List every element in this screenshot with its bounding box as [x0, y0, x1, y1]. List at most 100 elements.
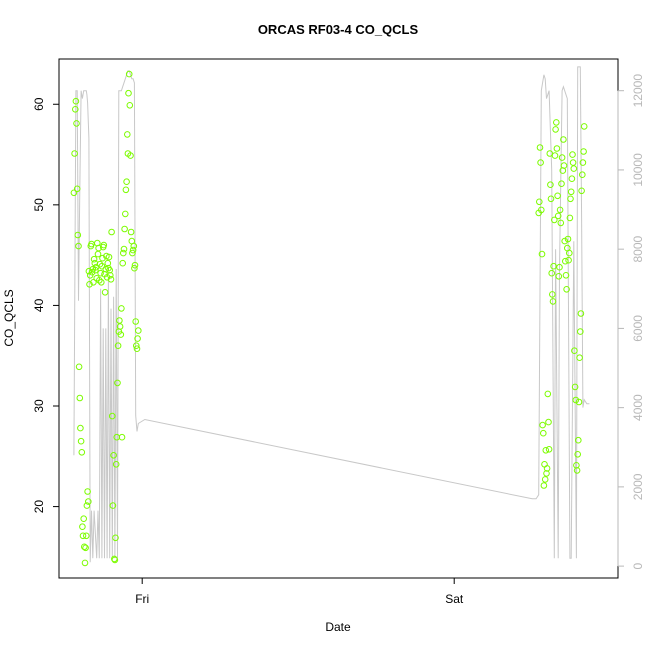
data-point — [86, 281, 93, 288]
data-point — [90, 255, 98, 263]
data-point — [553, 119, 560, 126]
data-point — [72, 106, 79, 113]
data-point — [130, 242, 138, 250]
data-point — [118, 305, 125, 312]
data-point — [75, 363, 83, 371]
data-point — [552, 126, 559, 133]
data-point — [565, 256, 572, 264]
data-point — [125, 89, 132, 97]
data-point — [539, 421, 546, 429]
y-axis-left: 20 30 40 50 60 — [32, 97, 60, 513]
data-point — [124, 131, 131, 138]
data-point — [79, 523, 86, 531]
data-point — [560, 136, 567, 143]
data-point — [549, 298, 557, 305]
data-point — [96, 277, 103, 284]
data-point — [92, 266, 99, 274]
data-point — [83, 532, 90, 540]
data-point — [540, 429, 547, 437]
x-axis-label: Date — [325, 620, 351, 634]
data-point — [74, 231, 82, 239]
data-point — [556, 263, 563, 271]
data-point — [557, 219, 565, 227]
data-point — [105, 253, 113, 261]
data-point — [576, 354, 583, 362]
y-left-tick-label: 50 — [32, 198, 46, 212]
y-axis-label: CO_QCLS — [2, 289, 16, 346]
data-point — [578, 187, 585, 195]
data-point — [116, 323, 124, 330]
data-point — [538, 250, 546, 258]
data-point — [571, 383, 579, 391]
plot-box — [58, 58, 619, 579]
data-point — [558, 154, 566, 161]
data-point — [551, 216, 558, 224]
data-point — [107, 272, 114, 279]
data-point — [573, 467, 581, 474]
data-point — [548, 269, 556, 277]
data-point — [80, 515, 87, 523]
x-axis: Fri Sat — [135, 577, 464, 606]
data-point — [570, 165, 578, 172]
data-point — [71, 150, 78, 157]
data-point — [561, 237, 569, 245]
data-point — [566, 249, 573, 257]
data-point — [107, 276, 115, 283]
data-point — [72, 97, 80, 105]
data-point — [554, 212, 562, 220]
data-point — [545, 418, 552, 426]
data-point — [95, 244, 102, 252]
data-point — [132, 318, 139, 325]
data-point — [579, 171, 586, 178]
data-point — [96, 260, 104, 268]
y-right-tick-label: 4000 — [631, 394, 645, 421]
x-tick-label: Sat — [445, 592, 464, 606]
data-point — [90, 279, 97, 286]
data-point — [547, 195, 555, 203]
data-point — [122, 186, 130, 194]
data-point — [98, 279, 105, 286]
data-point — [542, 447, 550, 454]
data-point — [81, 543, 88, 551]
data-point — [123, 178, 130, 185]
data-point — [104, 259, 112, 267]
data-point — [571, 347, 578, 355]
data-point — [101, 289, 109, 296]
x-tick-label: Fri — [135, 592, 149, 606]
y-left-tick-label: 40 — [32, 298, 46, 312]
data-point — [77, 437, 85, 445]
data-point — [114, 379, 121, 387]
data-point — [567, 188, 575, 196]
data-point — [569, 151, 576, 158]
data-point — [83, 502, 91, 509]
data-point — [109, 412, 116, 420]
data-point — [127, 228, 135, 236]
data-point — [131, 261, 139, 269]
data-point — [562, 272, 570, 279]
data-point — [575, 398, 583, 406]
data-point — [79, 532, 87, 540]
data-point — [129, 249, 136, 257]
data-point — [99, 254, 106, 262]
data-point — [127, 152, 134, 159]
data-point — [537, 159, 544, 166]
data-point — [544, 390, 552, 398]
y-right-tick-label: 0 — [631, 562, 645, 569]
data-point — [541, 461, 548, 468]
data-point — [567, 195, 574, 203]
data-point — [579, 159, 587, 166]
data-point — [134, 335, 141, 342]
data-point — [97, 269, 104, 277]
data-point — [543, 470, 550, 477]
data-point — [135, 327, 142, 334]
data-point — [77, 424, 84, 432]
data-point — [575, 436, 582, 444]
data-point — [85, 267, 93, 275]
y-left-tick-label: 60 — [32, 97, 46, 111]
line-series — [73, 66, 590, 563]
data-point — [133, 345, 141, 353]
data-point — [545, 446, 553, 453]
data-point — [126, 102, 134, 109]
data-point — [121, 225, 128, 233]
